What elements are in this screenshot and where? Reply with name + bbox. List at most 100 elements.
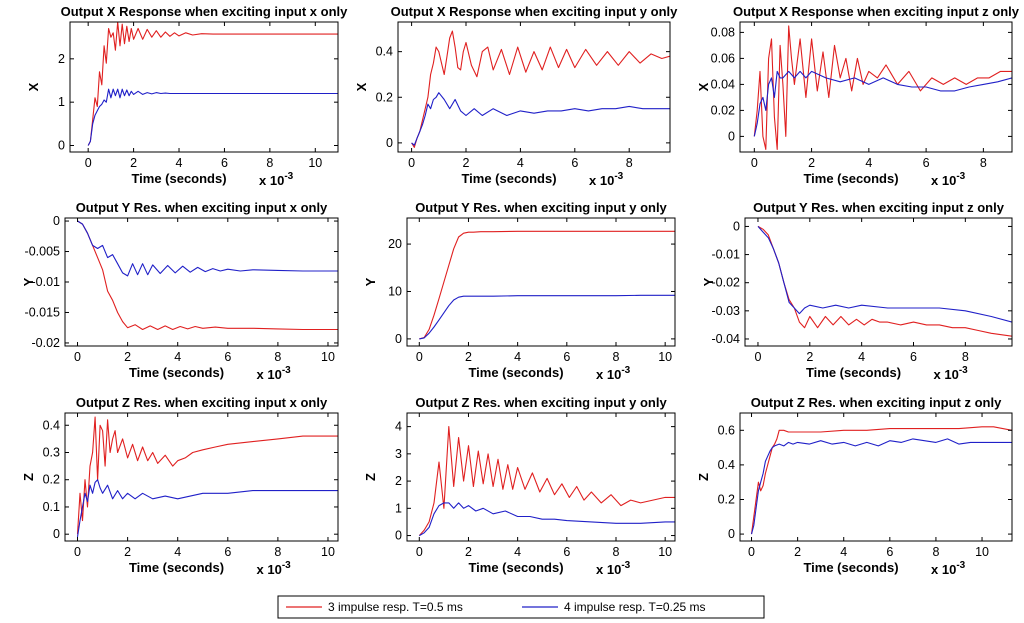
x-tick-label: 8 [626, 156, 633, 170]
series-red-line [87, 22, 338, 146]
x-tick-label: 2 [124, 545, 131, 559]
x-tick-label: 6 [923, 156, 930, 170]
x-tick-label: 4 [858, 350, 865, 364]
series-red-line [750, 426, 1012, 535]
series-blue-line [757, 226, 1012, 323]
x-tick-label: 8 [274, 350, 281, 364]
x-tick-label: 2 [465, 350, 472, 364]
x-tick-label: 2 [130, 156, 137, 170]
x-tick-label: 2 [124, 350, 131, 364]
y-tick-label: 1 [395, 501, 402, 515]
x-tick-label: 2 [808, 156, 815, 170]
series-red-line [411, 30, 670, 148]
y-axis-label: Z [696, 473, 711, 481]
series-group [750, 426, 1012, 535]
series-blue-line [750, 438, 1012, 535]
x-axis-label: Time (seconds) [803, 171, 898, 186]
x-tick-label: 2 [794, 545, 801, 559]
subplot-title: Output X Response when exciting input z … [733, 4, 1020, 19]
x-axis-exponent: x 10-3 [596, 560, 631, 577]
subplot-title: Output X Response when exciting input y … [391, 4, 679, 19]
axes-frame [406, 217, 676, 347]
y-tick-label: 20 [388, 237, 402, 251]
series-group [77, 220, 338, 331]
x-axis-exponent-power: -3 [282, 560, 291, 571]
x-tick-label: 4 [176, 156, 183, 170]
x-axis-exponent: x 10-3 [596, 365, 631, 382]
y-tick-label: -0.02 [712, 276, 741, 290]
x-axis-label: Time (seconds) [803, 560, 898, 575]
series-group [76, 416, 338, 537]
x-axis-exponent-power: -3 [621, 560, 630, 571]
x-tick-label: 6 [571, 156, 578, 170]
series-group [753, 25, 1012, 150]
y-axis-label: Z [21, 473, 36, 481]
x-axis-exponent-power: -3 [282, 365, 291, 376]
subplot-6: 0 2 4 6 8 0 -0.01 -0.02 -0.03 -0.04 Output Y Res. … [701, 200, 1013, 382]
axes-frame [69, 21, 339, 153]
x-tick-label: 8 [980, 156, 987, 170]
y-tick-label: -0.01 [32, 275, 61, 289]
y-tick-label: 0 [395, 332, 402, 346]
y-tick-label: 0.1 [43, 500, 60, 514]
x-tick-label: 10 [658, 350, 672, 364]
y-tick-label: 0.04 [711, 77, 735, 91]
subplot-4: 0 2 4 6 8 10 0 -0.005 -0.01 -0.015 -0.02 Output Y R… [21, 200, 339, 382]
series-blue-line [87, 88, 338, 146]
y-tick-label: 0.06 [711, 51, 735, 65]
y-axis-label: X [26, 82, 41, 91]
y-tick-label: 0.2 [43, 473, 60, 487]
plot-area [65, 413, 338, 541]
y-tick-label: 3 [395, 447, 402, 461]
plot-area [65, 218, 338, 346]
x-tick-label: 6 [563, 545, 570, 559]
y-tick-label: 0 [53, 527, 60, 541]
x-axis-label: Time (seconds) [468, 560, 563, 575]
series-blue-line [411, 92, 670, 146]
series-group [757, 225, 1012, 337]
plot-area [70, 22, 338, 152]
y-tick-label: 0.08 [711, 25, 735, 39]
subplot-7: 0 2 4 6 8 10 0 0.1 0.2 0.3 0.4 Output Z Res. when e… [21, 395, 339, 577]
x-tick-label: 0 [416, 350, 423, 364]
x-axis-exponent: x 10-3 [589, 171, 624, 188]
series-group [411, 30, 670, 148]
y-axis-label: Y [363, 277, 378, 286]
x-axis-exponent-power: -3 [959, 365, 968, 376]
series-red-line [419, 230, 675, 340]
y-tick-label: 0 [728, 527, 735, 541]
y-tick-label: -0.01 [712, 248, 741, 262]
series-group [418, 426, 675, 537]
y-tick-label: 1 [58, 95, 65, 109]
subplot-title: Output Y Res. when exciting input y only [415, 200, 667, 215]
x-axis-label: Time (seconds) [129, 560, 224, 575]
plot-area [740, 413, 1012, 541]
x-tick-label: 6 [563, 350, 570, 364]
y-tick-label: 0.4 [43, 418, 60, 432]
x-tick-label: 4 [840, 545, 847, 559]
y-tick-label: 0.2 [718, 492, 735, 506]
x-tick-label: 4 [865, 156, 872, 170]
x-tick-label: 2 [465, 545, 472, 559]
y-tick-label: 0.4 [376, 45, 393, 59]
x-tick-label: 10 [321, 545, 335, 559]
y-tick-label: -0.02 [32, 336, 61, 350]
series-red-line [418, 426, 675, 536]
y-axis-label: Y [701, 277, 716, 286]
plot-area [407, 413, 675, 541]
subplot-title: Output Y Res. when exciting input x only [76, 200, 328, 215]
x-axis-label: Time (seconds) [468, 365, 563, 380]
x-tick-label: 6 [221, 156, 228, 170]
x-axis-exponent: x 10-3 [259, 171, 294, 188]
y-tick-label: 0 [53, 214, 60, 228]
x-tick-label: 6 [910, 350, 917, 364]
y-tick-label: 0 [733, 219, 740, 233]
x-tick-label: 4 [514, 545, 521, 559]
x-tick-label: 8 [266, 156, 273, 170]
subplot-3: 0 2 4 6 8 0 0.02 0.04 0.06 0.08 Output X Response … [696, 4, 1020, 188]
x-tick-label: 0 [408, 156, 415, 170]
axes-frame [64, 412, 339, 542]
x-axis-exponent-power: -3 [621, 365, 630, 376]
x-tick-label: 0 [74, 545, 81, 559]
y-tick-label: 0 [386, 136, 393, 150]
